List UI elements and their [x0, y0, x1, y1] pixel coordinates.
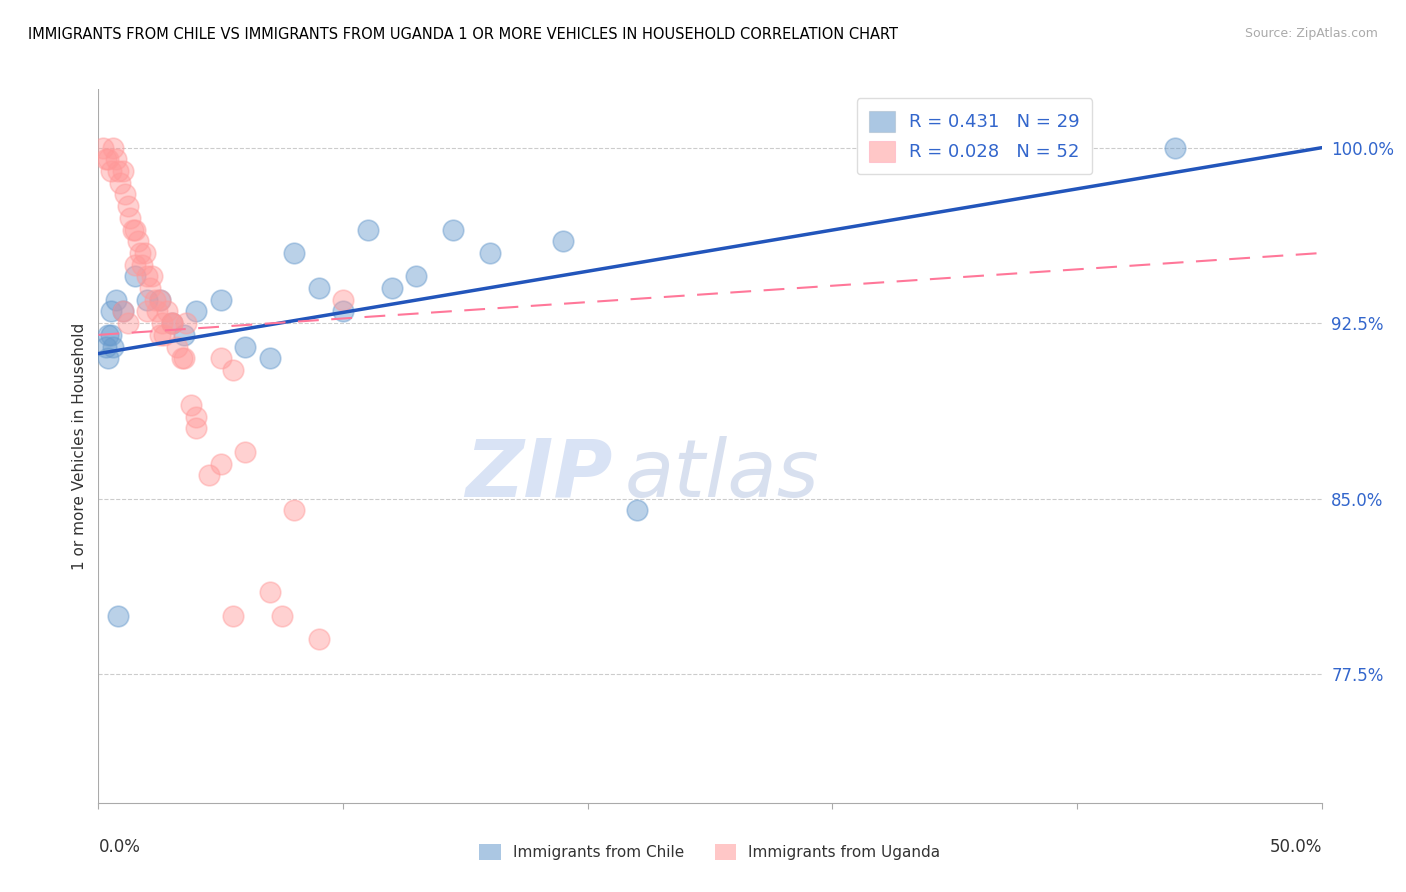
Point: [197, 468, 219, 483]
Point: [308, 632, 330, 646]
Point: [441, 222, 464, 236]
Point: [101, 340, 124, 354]
Point: [186, 421, 208, 435]
Point: [283, 246, 305, 260]
Point: [97, 153, 120, 167]
Point: [176, 316, 198, 330]
Point: [134, 246, 156, 260]
Point: [180, 398, 202, 412]
Point: [136, 269, 159, 284]
Point: [104, 293, 127, 307]
Point: [117, 199, 139, 213]
Point: [110, 176, 132, 190]
Point: [149, 293, 172, 307]
Y-axis label: 1 or more Vehicles in Household: 1 or more Vehicles in Household: [72, 322, 87, 570]
Point: [626, 503, 648, 517]
Point: [209, 457, 232, 471]
Point: [129, 246, 152, 260]
Text: atlas: atlas: [624, 435, 820, 514]
Point: [117, 316, 139, 330]
Point: [100, 304, 122, 318]
Point: [209, 351, 232, 366]
Point: [270, 608, 294, 623]
Point: [381, 281, 404, 295]
Point: [356, 222, 378, 236]
Point: [308, 281, 330, 295]
Text: Source: ZipAtlas.com: Source: ZipAtlas.com: [1244, 27, 1378, 40]
Point: [111, 304, 134, 318]
Point: [150, 316, 173, 330]
Point: [124, 269, 146, 284]
Text: IMMIGRANTS FROM CHILE VS IMMIGRANTS FROM UGANDA 1 OR MORE VEHICLES IN HOUSEHOLD : IMMIGRANTS FROM CHILE VS IMMIGRANTS FROM…: [28, 27, 898, 42]
Point: [233, 340, 256, 354]
Point: [143, 293, 166, 307]
Point: [127, 234, 149, 248]
Point: [209, 293, 232, 307]
Point: [160, 316, 183, 330]
Point: [107, 608, 129, 623]
Point: [94, 340, 117, 354]
Point: [136, 293, 159, 307]
Point: [149, 327, 172, 342]
Point: [124, 258, 146, 272]
Point: [101, 141, 124, 155]
Point: [136, 304, 159, 318]
Point: [332, 293, 354, 307]
Point: [1164, 141, 1187, 155]
Point: [283, 503, 305, 517]
Point: [114, 187, 136, 202]
Text: ZIP: ZIP: [465, 435, 612, 514]
Point: [111, 304, 134, 318]
Point: [131, 258, 153, 272]
Point: [478, 246, 501, 260]
Point: [100, 164, 122, 178]
Point: [100, 327, 122, 342]
Point: [146, 304, 169, 318]
Point: [259, 585, 281, 599]
Point: [104, 153, 127, 167]
Point: [173, 327, 195, 342]
Text: 50.0%: 50.0%: [1270, 838, 1322, 856]
Text: 0.0%: 0.0%: [98, 838, 141, 856]
Point: [553, 234, 575, 248]
Point: [160, 316, 183, 330]
Point: [186, 304, 208, 318]
Point: [222, 363, 245, 377]
Point: [332, 304, 354, 318]
Point: [259, 351, 281, 366]
Point: [141, 269, 163, 284]
Point: [111, 164, 134, 178]
Point: [153, 327, 176, 342]
Point: [233, 445, 256, 459]
Point: [186, 409, 208, 424]
Point: [91, 141, 114, 155]
Point: [166, 340, 188, 354]
Point: [222, 608, 245, 623]
Point: [97, 327, 120, 342]
Point: [121, 222, 143, 236]
Point: [405, 269, 427, 284]
Point: [124, 222, 146, 236]
Point: [94, 153, 117, 167]
Point: [107, 164, 129, 178]
Point: [139, 281, 162, 295]
Legend: R = 0.431   N = 29, R = 0.028   N = 52: R = 0.431 N = 29, R = 0.028 N = 52: [856, 98, 1092, 174]
Point: [160, 316, 183, 330]
Point: [170, 351, 193, 366]
Point: [120, 211, 142, 225]
Point: [97, 351, 120, 366]
Point: [173, 351, 195, 366]
Point: [149, 293, 172, 307]
Point: [156, 304, 179, 318]
